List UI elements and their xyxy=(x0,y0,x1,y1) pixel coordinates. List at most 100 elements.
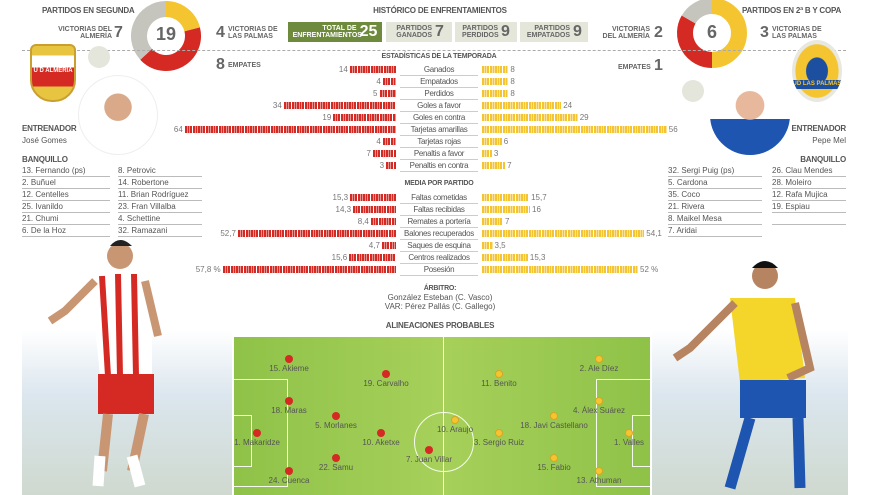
almeria-value: 5 xyxy=(373,89,378,98)
almeria-coach: José Gomes xyxy=(22,136,67,145)
bench-player: 35. Coco xyxy=(668,189,762,201)
laspalmas-bench-col2: 26. Clau Mendes 28. Moleiro 12. Rafa Mujic… xyxy=(772,165,846,225)
stat-label: Tarjetas rojas xyxy=(400,136,478,148)
laspalmas-player-name: 18. Javi Castellano xyxy=(520,421,588,430)
bench-player: 11. Brian Rodríguez xyxy=(118,189,202,201)
almeria-coach-label: ENTRENADOR xyxy=(22,124,77,133)
laspalmas-player-marker xyxy=(550,412,558,420)
almeria-player-marker xyxy=(332,412,340,420)
stat-label: Centros realizados xyxy=(400,252,478,264)
laspalmas-value: 56 xyxy=(668,125,678,134)
stat-label: Goles en contra xyxy=(400,112,478,124)
almeria-bar xyxy=(379,90,396,97)
right-wins: 2 xyxy=(654,24,663,41)
bench-player: 6. De la Hoz xyxy=(22,225,110,237)
decor-circle xyxy=(88,46,110,68)
bench-player: 4. Schettine xyxy=(118,213,202,225)
box-value: 9 xyxy=(573,23,582,40)
stat-row: 15,3 Faltas cometidas 15,7 xyxy=(0,192,880,204)
almeria-player-name: 7. Juan Villar xyxy=(405,455,453,464)
right-goal-area xyxy=(632,415,652,467)
stat-row: 8,4 Remates a portería 7 xyxy=(0,216,880,228)
laspalmas-bench-label: BANQUILLO xyxy=(800,155,846,164)
almeria-bench-col2: 8. Petrovic 14. Robertone 11. Brian Rodríg… xyxy=(118,165,202,237)
almeria-bar xyxy=(370,218,396,225)
stat-row: 15,6 Centros realizados 15,3 xyxy=(0,252,880,264)
stat-label: Penaltis a favor xyxy=(400,148,478,160)
stat-label: Tarjetas amarillas xyxy=(400,124,478,136)
almeria-bar xyxy=(184,126,396,133)
right-penalty-area xyxy=(596,379,652,487)
almeria-value: 4 xyxy=(376,137,381,146)
laspalmas-value: 3 xyxy=(493,149,499,158)
laspalmas-logo: UD LAS PALMAS xyxy=(792,40,842,102)
almeria-player-name: 10. Aketxe xyxy=(362,438,400,447)
almeria-player-name: 22. Samu xyxy=(318,463,354,472)
stat-row: 4,7 Saques de esquina 3,5 xyxy=(0,240,880,252)
right-title: PARTIDOS EN 2ª B Y COPA xyxy=(742,6,842,15)
bench-player: 19. Espiau xyxy=(772,201,846,213)
laspalmas-player-marker xyxy=(495,429,503,437)
almeria-player-name: 18. Maras xyxy=(271,406,307,415)
history-won: PARTIDOS GANADOS 7 xyxy=(386,22,452,42)
laspalmas-value: 8 xyxy=(510,89,515,98)
almeria-bar xyxy=(333,114,396,121)
laspalmas-coach-photo xyxy=(710,75,790,155)
almeria-bar xyxy=(283,102,396,109)
left-wins-label: VICTORIAS DEL ALMERÍA xyxy=(58,26,112,40)
laspalmas-value: 54,1 xyxy=(646,229,662,238)
right-draws: 1 xyxy=(654,57,663,74)
stat-label: Balones recuperados xyxy=(400,228,478,240)
segment-almeria-wins xyxy=(131,1,167,60)
stat-label: Goles a favor xyxy=(400,100,478,112)
bench-player: 7. Aridai xyxy=(668,225,762,237)
laspalmas-bar xyxy=(482,230,645,237)
stat-row: 4 Empatados 8 xyxy=(0,76,880,88)
stat-label: Penaltis en contra xyxy=(400,160,478,172)
pitch: 15. Akieme 19. Carvalho 18. Maras 5. Morlan… xyxy=(232,335,652,495)
bench-player xyxy=(772,213,846,225)
center-circle xyxy=(414,412,474,472)
laspalmas-bench-col1: 32. Sergi Puig (ps) 5. Cardona 35. Coco 21.… xyxy=(668,165,762,237)
segment-draws xyxy=(681,0,713,24)
segment-draws xyxy=(140,27,201,71)
laspalmas-player-marker xyxy=(625,429,633,437)
referee-block: ÁRBITRO: González Esteban (C. Vasco) VAR… xyxy=(340,284,540,311)
almeria-value: 7 xyxy=(366,149,371,158)
almeria-value: 14 xyxy=(338,65,348,74)
almeria-player-photo xyxy=(47,240,162,488)
almeria-player-name: 19. Carvalho xyxy=(363,379,409,388)
laspalmas-bar xyxy=(482,90,509,97)
stat-row: 14,3 Faltas recibidas 16 xyxy=(0,204,880,216)
season-title: ESTADÍSTICAS DE LA TEMPORADA xyxy=(381,53,497,60)
donut-center xyxy=(148,18,184,54)
laspalmas-player-marker xyxy=(451,416,459,424)
segment-almeria-wins xyxy=(677,15,713,68)
laspalmas-value: 15,7 xyxy=(531,193,547,202)
almeria-value: 15,3 xyxy=(332,193,349,202)
left-opp-wins: 4 xyxy=(216,24,225,41)
almeria-bar xyxy=(349,254,396,261)
laspalmas-player-photo xyxy=(672,261,815,490)
almeria-value: 57,8 % xyxy=(195,265,221,274)
right-total: 6 xyxy=(706,22,717,42)
bench-player: 12. Centelles xyxy=(22,189,110,201)
almeria-player-name: 24. Cuenca xyxy=(268,476,310,485)
laspalmas-player-name: 4. Álex Suárez xyxy=(572,406,626,415)
decor-circle xyxy=(682,80,704,102)
laspalmas-value: 8 xyxy=(510,77,515,86)
bench-player: 32. Sergi Puig (ps) xyxy=(668,165,762,177)
laspalmas-player-name: 3. Sergio Ruiz xyxy=(473,438,525,447)
almeria-value: 52,7 xyxy=(220,229,236,238)
laspalmas-value: 16 xyxy=(532,205,541,214)
referee-main: González Esteban (C. Vasco) xyxy=(387,293,493,302)
left-draws-label: EMPATES xyxy=(228,62,261,69)
laspalmas-player-name: 1. Valles xyxy=(613,438,645,447)
donut-center xyxy=(694,15,730,51)
right-wins-label: VICTORIAS DEL ALMERÍA xyxy=(602,26,650,40)
history-lost: PARTIDOS PERDIDOS 9 xyxy=(455,22,517,42)
laspalmas-bar xyxy=(482,66,509,73)
bench-player: 32. Ramazani xyxy=(118,225,202,237)
right-opp-wins-label: VICTORIAS DE LAS PALMAS xyxy=(772,26,822,40)
bench-player: 14. Robertone xyxy=(118,177,202,189)
